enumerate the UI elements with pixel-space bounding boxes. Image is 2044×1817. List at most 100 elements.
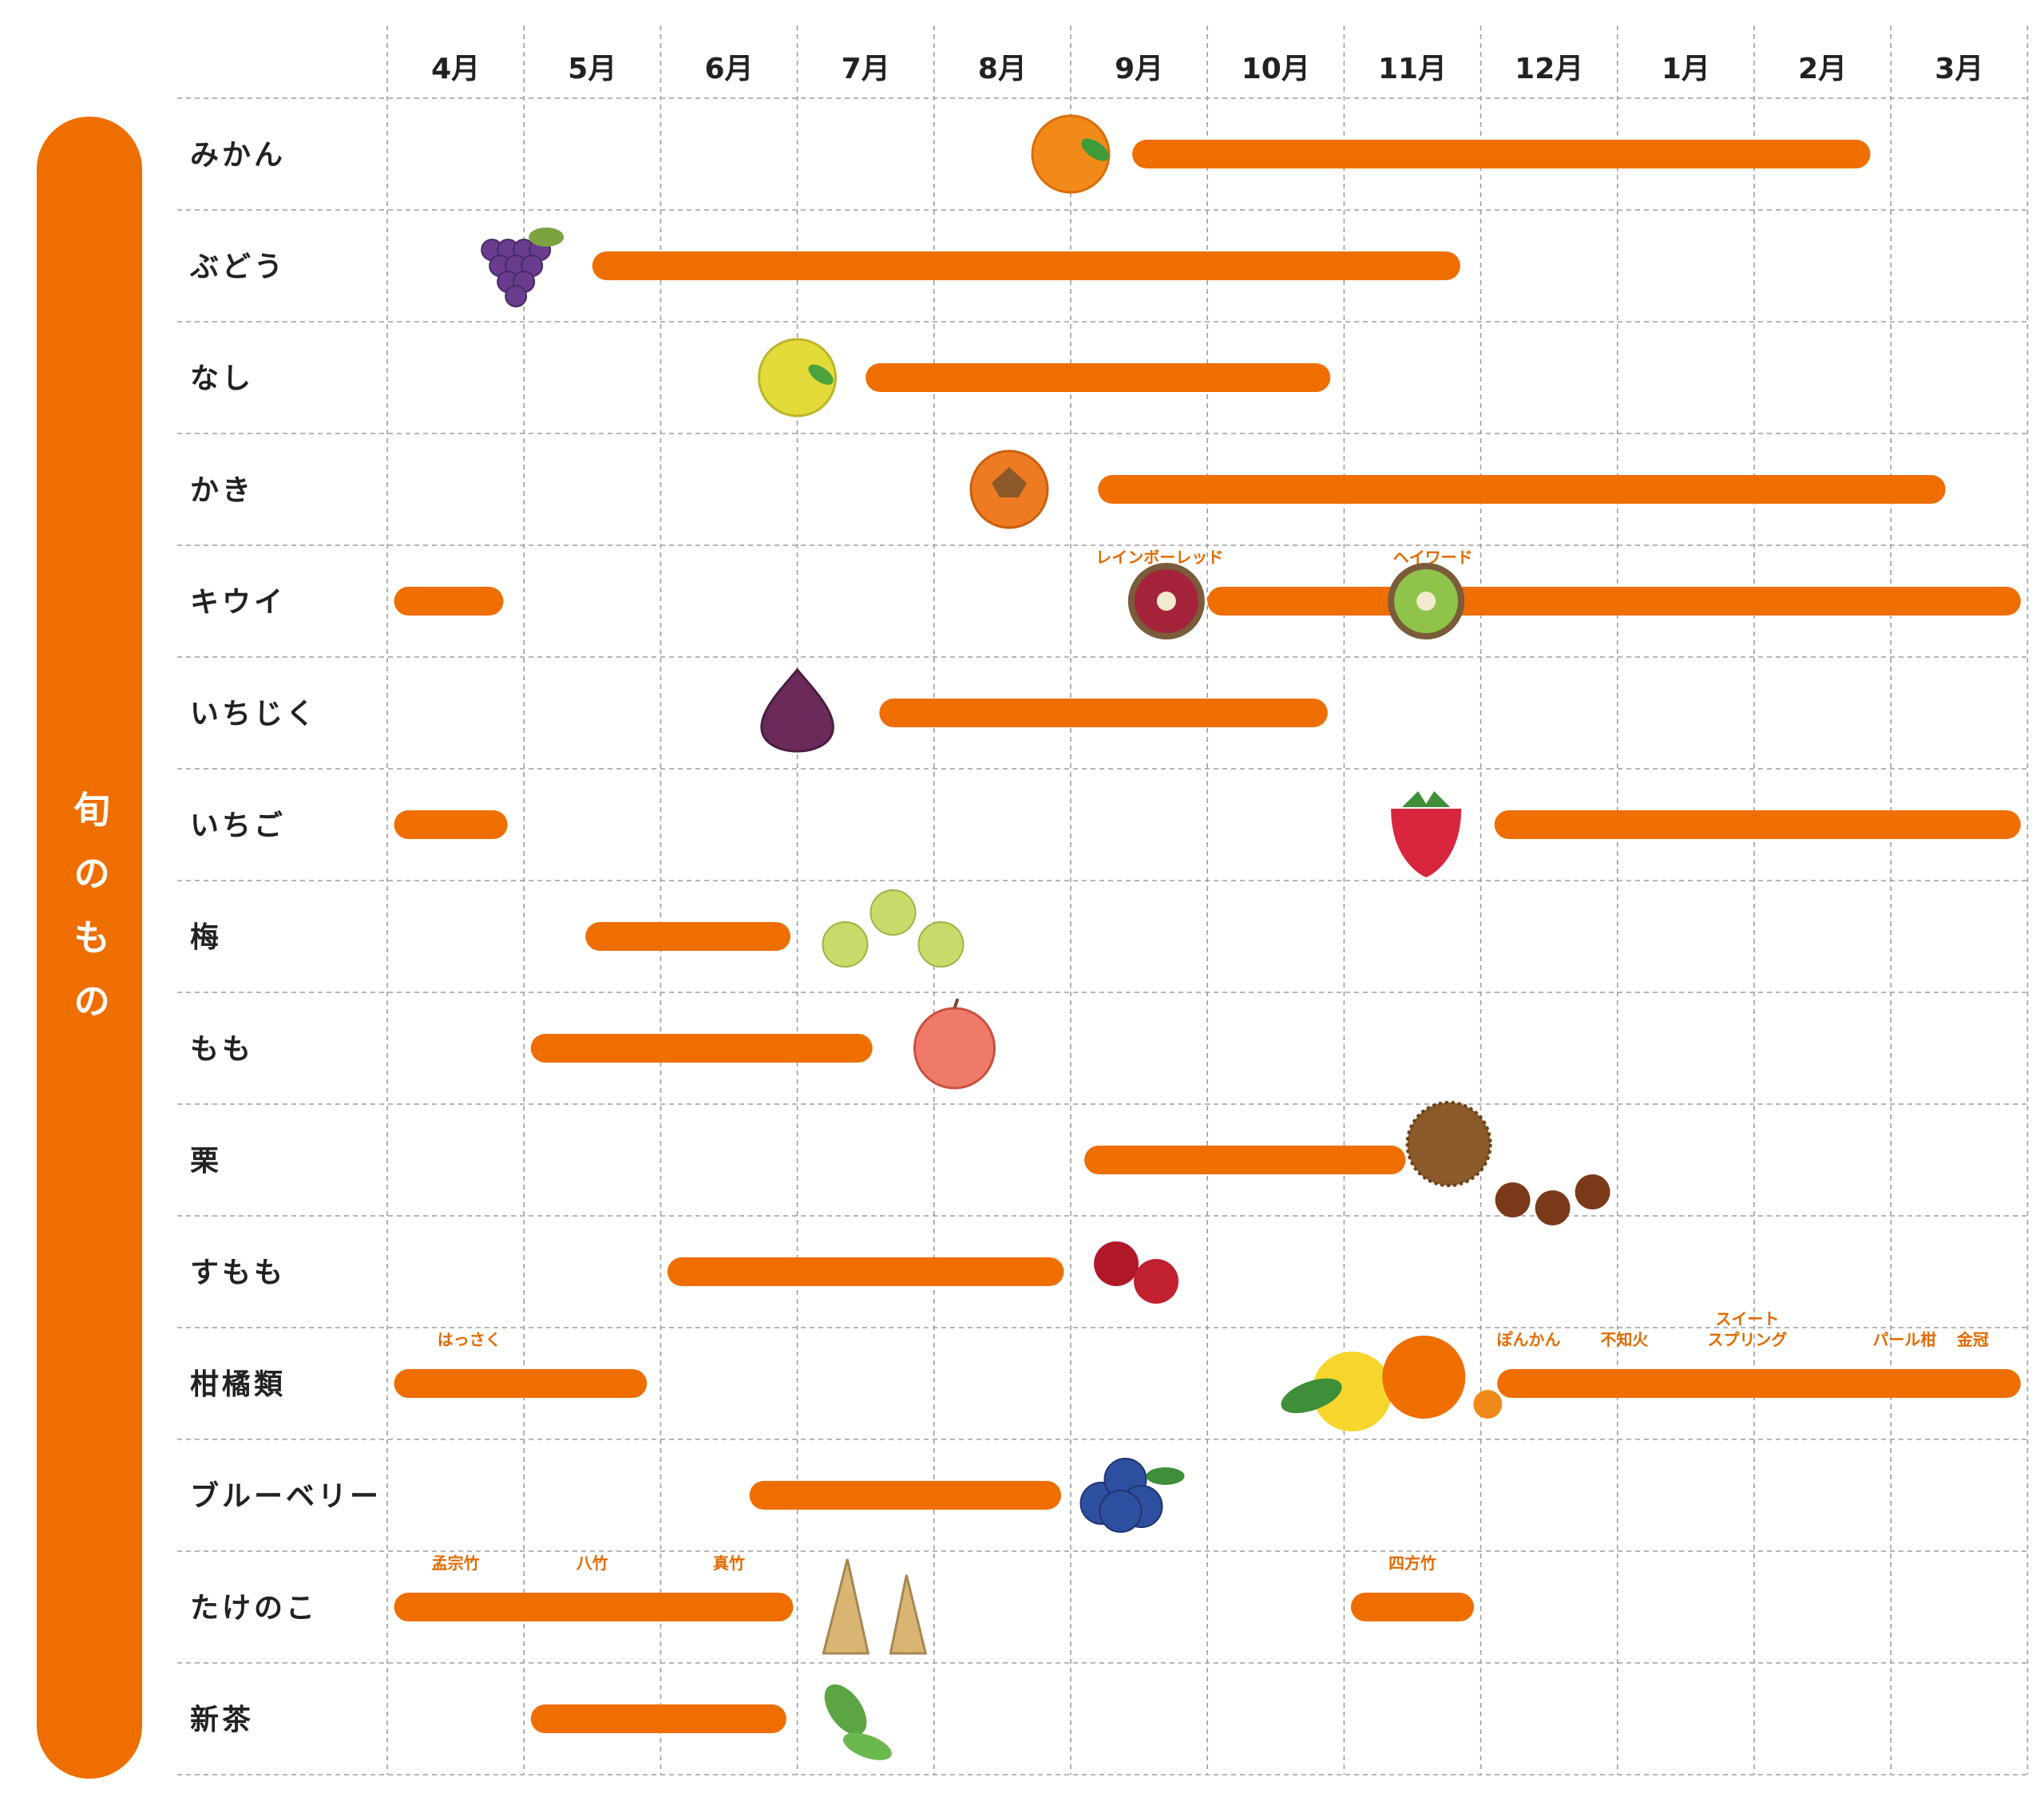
row-13: ブルーベリー	[190, 1458, 1185, 1533]
persimmon-icon-calyx	[991, 467, 1027, 497]
variety-label: 真竹	[713, 1554, 745, 1573]
season-bar	[879, 699, 1328, 727]
month-label: 6月	[704, 53, 753, 85]
season-bar	[749, 1481, 1062, 1510]
season-bar	[394, 1369, 648, 1398]
row-4: かき	[190, 449, 1946, 529]
month-header: 4月 5月 6月 7月 8月 9月 10月 11月 12月 1月 2月 3月	[431, 53, 1983, 85]
variety-label: スプリング	[1707, 1330, 1787, 1349]
row-label: 梅	[190, 921, 222, 954]
variety-label: パール柑	[1872, 1330, 1936, 1349]
row-label: 栗	[190, 1145, 222, 1178]
tea-leaf-icon	[824, 1684, 892, 1760]
ume-icon	[822, 889, 965, 968]
citrus-icon-small	[1473, 1390, 1503, 1419]
peach-icon-body	[913, 1007, 996, 1090]
month-label: 11月	[1378, 53, 1447, 85]
plum-icon-fruit	[1134, 1259, 1179, 1304]
strawberry-icon	[1391, 791, 1462, 877]
season-bar	[1207, 587, 2021, 616]
tea-leaf-icon-leaf	[842, 1732, 892, 1760]
season-bar	[394, 587, 504, 616]
season-bar	[1098, 475, 1946, 504]
row-label: ブルーベリー	[190, 1479, 382, 1513]
row-label: キウイ	[190, 586, 286, 619]
citrus-icon	[1281, 1336, 1503, 1431]
season-bar	[1494, 810, 2021, 839]
month-label: 12月	[1515, 53, 1583, 85]
kiwi-icon	[1127, 563, 1205, 639]
season-bar	[394, 1593, 794, 1621]
row-label: いちご	[190, 810, 286, 842]
ume-icon-fruit	[822, 921, 869, 968]
pear-icon-body	[758, 338, 838, 418]
chestnut-icon-burr	[1405, 1101, 1492, 1187]
orange-icon-body	[1031, 114, 1111, 194]
bamboo-shoot-icon	[822, 1558, 928, 1655]
row-8: 梅	[190, 889, 965, 968]
month-label: 10月	[1242, 53, 1310, 85]
month-label: 9月	[1115, 53, 1163, 85]
chestnut-icon-nut	[1575, 1174, 1610, 1209]
variety-label: 不知火	[1600, 1330, 1649, 1349]
citrus-icon-leaf	[1281, 1378, 1342, 1414]
grape-icon	[481, 228, 564, 307]
blueberry-icon-berry	[1099, 1490, 1143, 1533]
side-title-pill	[37, 117, 142, 1779]
peach-icon	[913, 998, 996, 1090]
bamboo-shoot-icon-shoot	[822, 1558, 870, 1655]
row-label: いちじく	[190, 698, 318, 730]
row-10: 栗	[190, 1101, 1610, 1225]
side-title-text: 旬のもの	[68, 790, 111, 1046]
row-9: もも	[190, 998, 996, 1090]
citrus-icon-yuzu	[1312, 1352, 1392, 1431]
variety-label: ぽんかん	[1497, 1330, 1561, 1349]
plum-icon-fruit	[1094, 1241, 1139, 1286]
variety-label: スイート	[1715, 1309, 1779, 1328]
row-11: すもも	[190, 1241, 1179, 1304]
bamboo-shoot-icon-shoot	[889, 1574, 928, 1655]
row-label: すもも	[190, 1257, 286, 1289]
row-label: ぶどう	[189, 251, 286, 283]
variety-label: はっさく	[438, 1330, 501, 1349]
citrus-icon-orange	[1382, 1336, 1466, 1419]
row-label: 新茶	[190, 1704, 254, 1736]
peach-icon-stem	[953, 998, 960, 1009]
orange-icon-leaf	[1081, 138, 1109, 161]
pear-icon-leaf	[808, 364, 834, 385]
row-2: ぶどう	[189, 228, 1460, 307]
season-bar	[530, 1034, 873, 1063]
season-bar	[394, 810, 508, 839]
side-title: 旬のもの	[37, 790, 142, 1046]
row-14: たけのこ 孟宗竹 八竹 真竹 四方竹	[190, 1554, 1475, 1655]
month-label: 3月	[1935, 53, 1983, 85]
chestnut-icon-nut	[1495, 1182, 1531, 1217]
ume-icon-fruit	[917, 921, 965, 968]
kiwi-icon-core	[1416, 592, 1436, 611]
persimmon-icon	[969, 449, 1049, 529]
kiwi-icon-core	[1156, 592, 1176, 611]
season-bar	[530, 1704, 786, 1733]
variety-label: 孟宗竹	[432, 1554, 480, 1573]
season-bar	[866, 363, 1331, 392]
blueberry-icon-leaf	[1146, 1467, 1185, 1485]
season-bar	[1350, 1593, 1475, 1621]
grape-icon-berry	[505, 285, 528, 307]
tea-leaf-icon-leaf	[824, 1684, 867, 1736]
pear-icon	[758, 338, 838, 418]
season-bar	[667, 1257, 1064, 1286]
row-1: みかん	[190, 114, 1871, 194]
orange-icon	[1031, 114, 1111, 194]
row-label: たけのこ	[190, 1592, 318, 1625]
month-label: 2月	[1798, 53, 1847, 85]
variety-label: 金冠	[1956, 1330, 1989, 1349]
month-label: 5月	[568, 53, 616, 85]
season-bar	[585, 922, 791, 951]
kiwi-icon	[1388, 563, 1465, 639]
month-label: 7月	[842, 53, 890, 85]
season-bar	[1497, 1369, 2021, 1398]
row-label: みかん	[190, 139, 286, 172]
row-label: かき	[190, 474, 254, 507]
fig-icon	[760, 667, 834, 753]
